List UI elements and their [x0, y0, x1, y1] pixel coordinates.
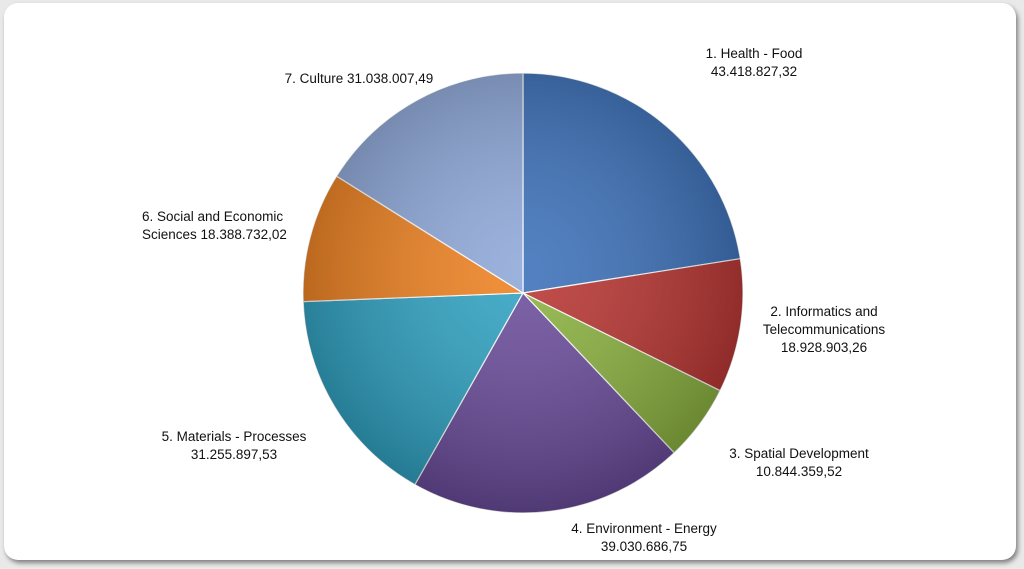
category-name: 3. Spatial Development: [729, 446, 869, 461]
category-name: 1. Health - Food: [705, 46, 803, 61]
chart-frame: 1. Health - Food 43.418.827,32 2. Informa…: [4, 3, 1016, 560]
value-label: 31.038.007,49: [346, 71, 434, 86]
slice-label: 3. Spatial Development 10.844.359,52: [714, 445, 884, 481]
slice-label: 4. Environment - Energy 39.030.686,75: [544, 520, 744, 556]
value-label: 18.388.732,02: [200, 227, 287, 242]
category-name: 7. Culture: [284, 71, 344, 86]
pie-slice: [522, 72, 741, 294]
slice-label: 6. Social and Economic Sciences 18.388.7…: [142, 208, 312, 244]
category-name: 2. Informatics and Telecommunications: [762, 304, 886, 337]
value-label: 18.928.903,26: [780, 340, 868, 355]
category-name: 6. Social and Economic Sciences: [142, 209, 284, 242]
slice-label: 7. Culture 31.038.007,49: [234, 70, 484, 88]
value-label: 10.844.359,52: [755, 464, 843, 479]
slice-label: 1. Health - Food 43.418.827,32: [664, 45, 844, 81]
slice-label: 5. Materials - Processes 31.255.897,53: [144, 428, 324, 464]
value-label: 43.418.827,32: [710, 64, 798, 79]
value-label: 31.255.897,53: [190, 447, 278, 462]
value-label: 39.030.686,75: [600, 539, 688, 554]
category-name: 4. Environment - Energy: [571, 521, 717, 536]
category-name: 5. Materials - Processes: [161, 429, 307, 444]
slice-label: 2. Informatics and Telecommunications 18…: [739, 303, 909, 357]
